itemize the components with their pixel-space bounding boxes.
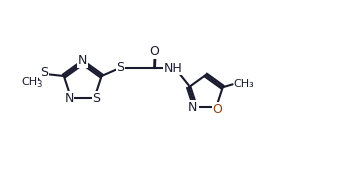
Text: N: N — [78, 54, 88, 67]
Text: CH: CH — [21, 77, 37, 87]
Text: S: S — [92, 92, 100, 105]
Text: N: N — [187, 101, 197, 114]
Text: N: N — [188, 102, 198, 115]
Text: O: O — [150, 45, 160, 58]
Text: N: N — [64, 92, 74, 105]
Text: CH₃: CH₃ — [234, 79, 254, 89]
Text: S: S — [40, 66, 48, 79]
Text: NH: NH — [163, 62, 182, 75]
Text: O: O — [212, 102, 222, 116]
Text: S: S — [116, 61, 124, 74]
Text: 3: 3 — [37, 80, 42, 89]
